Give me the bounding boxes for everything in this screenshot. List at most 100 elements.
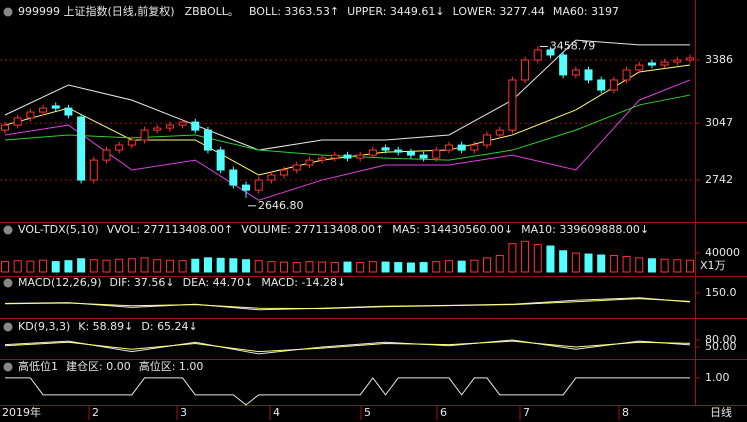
panel-icon [3,322,13,332]
volume-bar [356,262,365,273]
candle-body [127,139,136,146]
y-tick-label: 3047 [705,116,733,129]
legend-entry: DEA: 44.70↓ [183,276,254,289]
date-label: 5 [364,406,371,419]
candle-body [77,116,86,181]
volume-bar [127,258,136,273]
volume-bar [368,261,377,273]
candle-body [178,121,187,126]
y-tick-label: 80.00 [705,333,737,346]
candle-body [305,159,314,166]
indicator-line [4,94,691,161]
volume-bar [584,253,593,273]
candle-body [102,149,111,161]
volume-bar [51,261,60,273]
candle-body [432,149,441,159]
panel-icon [3,7,13,17]
legend-entry: VOLUME: 277113408.00↑ [241,223,384,236]
volume-bar [394,262,403,273]
volume-bar [292,262,301,273]
candle-body [292,164,301,171]
panel-icon [3,278,13,288]
candle-body [191,121,200,131]
candle-body [660,61,669,66]
candle-body [521,59,530,81]
position-line [5,377,690,406]
volume-bar [280,261,289,273]
candle-body [673,59,682,63]
volume-bar [419,262,428,273]
candle-body [13,117,22,126]
candle-body [470,144,479,151]
volume-bar [254,260,263,273]
volume-bar [102,259,111,273]
date-label: 8 [622,406,629,419]
volume-bar [546,245,555,273]
legend-entry: MACD: -14.28↓ [261,276,346,289]
volume-bar [660,258,669,273]
legend-entry: DIF: 37.56↓ [110,276,175,289]
volume-bar [89,259,98,273]
y-tick-label: 150.0 [705,286,737,299]
volume-bar [140,257,149,273]
volume-bar [622,255,631,273]
candle-body [280,169,289,176]
macd-line [4,298,691,310]
candle-body [495,129,504,136]
volume-bar [13,260,22,273]
volume-bar [685,259,694,273]
candle-body [368,149,377,156]
volume-bar [153,259,162,273]
volume-bar [330,262,339,273]
candle-body [51,105,60,109]
legend-entry: K: 58.89↓ [78,320,133,333]
candle-body [343,154,352,159]
volume-bar [115,258,124,273]
candle-body [457,144,466,151]
kd-line [4,340,691,353]
volume-bar [318,261,327,273]
volume-bar [533,244,542,273]
candle-body [533,49,542,61]
y-tick-label: 1.00 [705,371,730,384]
legend-entry: MA10: 339609888.00↓ [521,223,649,236]
volume-bar [457,260,466,273]
kd-line [4,339,691,355]
y-tick-label: 2742 [705,173,733,186]
volume-bar [191,258,200,273]
volume-bar [26,260,35,273]
y-tick-label: 50.00 [705,340,737,353]
volume-bar [647,258,656,273]
volume-bar [267,261,276,273]
date-label: 7 [523,406,530,419]
y-tick-label: 40000 [705,246,740,259]
candle-body [356,154,365,159]
volume-bar [609,254,618,273]
candle-body [483,134,492,146]
legend-entry: MA5: 314430560.00↓ [392,223,513,236]
candle-body [318,157,327,161]
volume-bar [64,260,73,273]
volume-bar [571,252,580,273]
price-annotation: 3458.79 [550,39,596,52]
date-label: 4 [273,406,280,419]
candle-body [115,144,124,151]
candle-body [229,169,238,186]
volume-bar [673,259,682,273]
candle-body [406,151,415,156]
candle-body [419,154,428,159]
volume-bar [521,240,530,273]
candle-body [165,124,174,129]
candle-body [203,129,212,151]
legend-entry: 建仓区: 0.00 [66,359,131,373]
candle-body [647,62,656,66]
candle-body [571,69,580,76]
candle-body [89,159,98,181]
volume-bar [165,259,174,273]
volume-bar [597,254,606,273]
indicator-line [4,39,690,151]
candle-body [267,174,276,181]
legend-entry: LOWER: 3277.44 [453,5,545,18]
candle-body [622,69,631,81]
